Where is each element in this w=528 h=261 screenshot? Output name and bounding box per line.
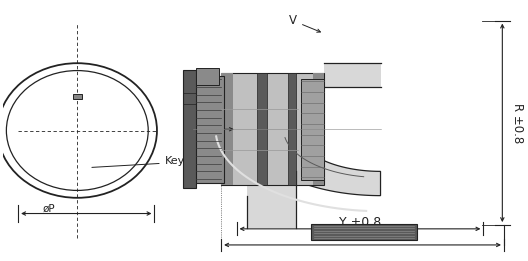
Text: R ±0.8: R ±0.8 [511,103,524,143]
Bar [195,68,219,85]
Bar [247,171,296,228]
Bar [313,73,324,185]
Bar [221,73,324,185]
Text: Lmax: Lmax [344,231,381,244]
Bar [183,70,195,188]
Bar [221,73,232,185]
Text: A: A [193,123,233,136]
Text: Keymapping: Keymapping [92,156,234,167]
Bar [301,79,324,180]
Bar [193,76,224,183]
Text: V: V [289,14,320,32]
Bar [257,73,268,185]
Bar [311,224,417,240]
Polygon shape [247,129,381,196]
Bar [73,94,82,99]
Text: øP: øP [43,204,55,213]
Bar [324,63,381,87]
Text: Y ±0.8: Y ±0.8 [339,216,381,229]
Bar [288,73,296,185]
